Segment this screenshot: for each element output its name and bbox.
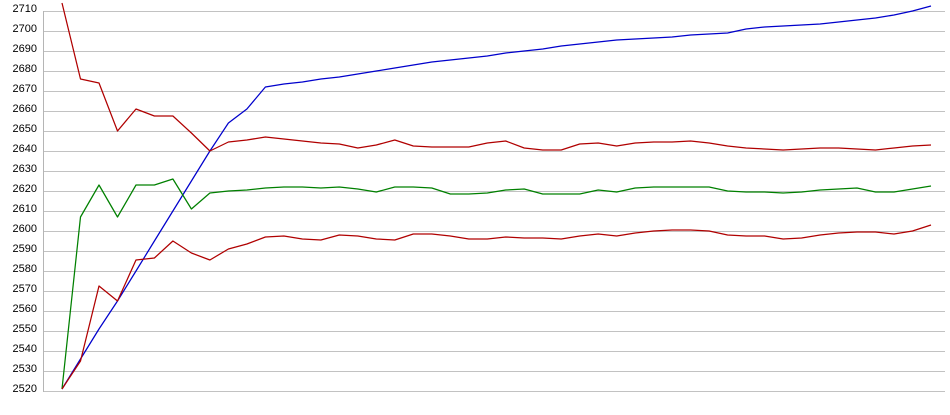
y-axis-tick-label: 2530 [13, 363, 37, 375]
y-axis-tick-label: 2700 [13, 23, 37, 35]
series-blue-line [61, 5, 932, 390]
y-axis-tick-label: 2680 [13, 63, 37, 75]
y-axis-tick-label: 2580 [13, 263, 37, 275]
series-green-line [61, 178, 932, 390]
y-axis-tick-label: 2590 [13, 243, 37, 255]
y-axis-tick-label: 2560 [13, 303, 37, 315]
y-axis-tick-label: 2670 [13, 83, 37, 95]
y-axis-tick-label: 2650 [13, 123, 37, 135]
y-axis-tick-label: 2600 [13, 223, 37, 235]
y-axis-tick-label: 2660 [13, 103, 37, 115]
y-axis-tick-label: 2690 [13, 43, 37, 55]
series-upper-dark-red-line [61, 2, 932, 152]
y-axis-tick-label: 2640 [13, 143, 37, 155]
y-axis-tick-label: 2550 [13, 323, 37, 335]
y-axis-tick-label: 2620 [13, 183, 37, 195]
y-axis-tick-label: 2540 [13, 343, 37, 355]
y-axis-tick-label: 2520 [13, 383, 37, 395]
y-axis-tick-label: 2710 [13, 3, 37, 15]
series-lower-dark-red-line [61, 224, 932, 390]
y-axis-tick-label: 2610 [13, 203, 37, 215]
y-axis-tick-label: 2630 [13, 163, 37, 175]
y-axis-tick-label: 2570 [13, 283, 37, 295]
